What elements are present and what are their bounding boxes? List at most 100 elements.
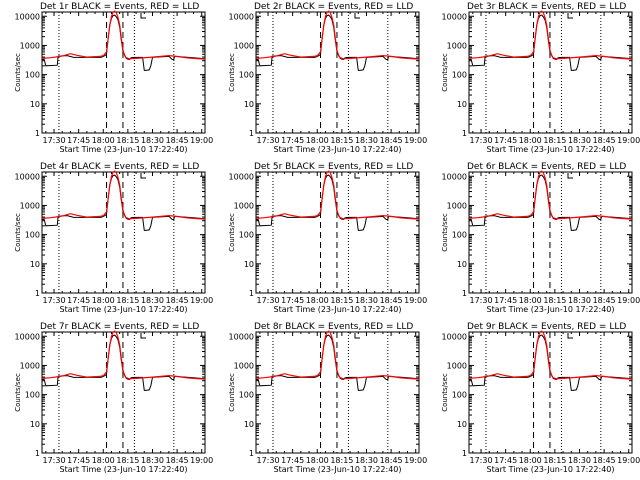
detector-chart-9: Det 9r BLACK = Events, RED = LLD Counts/s… <box>441 322 640 474</box>
x-tick-label: 18:45 <box>593 296 616 305</box>
chart-title: Det 9r BLACK = Events, RED = LLD <box>467 322 626 332</box>
x-tick-label: 19:00 <box>617 136 640 145</box>
x-tick-label: 18:15 <box>543 296 566 305</box>
x-axis-label: Start Time (23-Jun-10 17:22:40) <box>487 465 615 474</box>
plot-frame <box>468 331 633 454</box>
x-tick-label: 18:45 <box>593 136 616 145</box>
y-tick-label: 1 <box>462 129 467 138</box>
y-tick-label: 1 <box>249 289 254 298</box>
x-axis-label: Start Time (23-Jun-10 17:22:40) <box>274 305 402 314</box>
x-tick-label: 18:45 <box>166 456 189 465</box>
y-tick-label: 10000 <box>229 172 254 181</box>
y-tick-label: 100 <box>239 71 254 80</box>
y-tick-label: 1 <box>35 449 40 458</box>
chart-title: Det 3r BLACK = Events, RED = LLD <box>467 2 626 12</box>
y-tick-label: 1000 <box>234 361 254 370</box>
series-line-events <box>256 14 420 71</box>
y-tick-label: 100 <box>239 231 254 240</box>
y-tick-label: 10 <box>244 100 254 109</box>
x-tick-label: 18:30 <box>141 136 164 145</box>
x-tick-label: 17:45 <box>494 456 517 465</box>
plot-frame <box>255 331 420 454</box>
x-tick-label: 18:30 <box>355 296 378 305</box>
x-tick-label: 17:45 <box>494 296 517 305</box>
plot-frame <box>41 11 206 134</box>
series-line-lld <box>41 10 206 60</box>
y-tick-label: 100 <box>452 71 467 80</box>
y-tick-label: 1000 <box>20 201 40 210</box>
plot-frame <box>468 171 633 294</box>
chart-title: Det 1r BLACK = Events, RED = LLD <box>40 2 199 12</box>
x-tick-label: 18:15 <box>543 456 566 465</box>
series-line-lld <box>41 330 206 380</box>
x-tick-label: 18:45 <box>380 296 403 305</box>
chart-title: Det 8r BLACK = Events, RED = LLD <box>254 322 413 332</box>
y-tick-label: 1 <box>462 449 467 458</box>
y-tick-label: 1 <box>35 289 40 298</box>
detector-chart-4: Det 4r BLACK = Events, RED = LLD Counts/s… <box>14 162 213 314</box>
bracket-marker <box>140 333 147 339</box>
bracket-marker <box>140 13 147 19</box>
x-tick-label: 17:30 <box>469 136 492 145</box>
x-tick-label: 19:00 <box>404 136 427 145</box>
x-tick-label: 18:30 <box>141 456 164 465</box>
x-tick-label: 17:30 <box>42 296 65 305</box>
chart-title: Det 7r BLACK = Events, RED = LLD <box>40 322 199 332</box>
chart-title: Det 6r BLACK = Events, RED = LLD <box>467 162 626 172</box>
y-tick-label: 1000 <box>447 201 467 210</box>
y-tick-label: 10 <box>457 420 467 429</box>
x-tick-label: 18:00 <box>92 296 115 305</box>
x-axis-label: Start Time (23-Jun-10 17:22:40) <box>487 145 615 154</box>
y-tick-label: 1000 <box>20 361 40 370</box>
x-tick-label: 17:45 <box>281 136 304 145</box>
x-tick-label: 17:45 <box>281 296 304 305</box>
y-tick-label: 1 <box>462 289 467 298</box>
detector-chart-6: Det 6r BLACK = Events, RED = LLD Counts/s… <box>441 162 640 314</box>
detector-chart-2: Det 2r BLACK = Events, RED = LLD Counts/s… <box>228 2 427 154</box>
x-tick-label: 18:30 <box>355 136 378 145</box>
x-tick-label: 18:15 <box>330 456 353 465</box>
series-line-lld <box>41 170 206 220</box>
x-tick-label: 17:30 <box>256 456 279 465</box>
series-line-events <box>256 334 420 391</box>
y-tick-label: 10 <box>457 100 467 109</box>
bracket-marker <box>567 13 574 19</box>
x-tick-label: 19:00 <box>404 296 427 305</box>
x-tick-label: 18:45 <box>380 136 403 145</box>
series-line-events <box>469 174 633 231</box>
x-tick-label: 17:30 <box>256 136 279 145</box>
series-line-lld <box>468 330 633 380</box>
y-tick-label: 1000 <box>447 41 467 50</box>
detector-chart-5: Det 5r BLACK = Events, RED = LLD Counts/s… <box>228 162 427 314</box>
x-tick-label: 18:00 <box>306 296 329 305</box>
y-tick-label: 100 <box>452 231 467 240</box>
x-tick-label: 18:30 <box>568 136 591 145</box>
series-line-lld <box>255 170 420 220</box>
plot-frame <box>41 331 206 454</box>
plot-frame <box>468 11 633 134</box>
x-tick-label: 18:45 <box>380 456 403 465</box>
x-axis-label: Start Time (23-Jun-10 17:22:40) <box>487 305 615 314</box>
y-tick-label: 10 <box>30 100 40 109</box>
x-tick-label: 19:00 <box>190 456 213 465</box>
x-tick-label: 19:00 <box>617 296 640 305</box>
series-line-events <box>42 174 206 231</box>
x-tick-label: 18:30 <box>355 456 378 465</box>
detector-chart-1: Det 1r BLACK = Events, RED = LLD Counts/s… <box>14 2 213 154</box>
y-tick-label: 10000 <box>229 332 254 341</box>
x-tick-label: 17:30 <box>42 136 65 145</box>
x-tick-label: 19:00 <box>404 456 427 465</box>
y-tick-label: 1000 <box>234 41 254 50</box>
y-axis-label: Counts/sec <box>14 373 22 412</box>
y-tick-label: 10000 <box>15 332 40 341</box>
x-tick-label: 17:30 <box>469 456 492 465</box>
bracket-marker <box>354 173 361 179</box>
x-tick-label: 18:00 <box>306 456 329 465</box>
series-line-lld <box>255 10 420 60</box>
y-tick-label: 1 <box>249 129 254 138</box>
y-tick-label: 10000 <box>229 12 254 21</box>
x-tick-label: 18:45 <box>166 136 189 145</box>
x-tick-label: 18:30 <box>568 456 591 465</box>
y-tick-label: 10 <box>244 420 254 429</box>
